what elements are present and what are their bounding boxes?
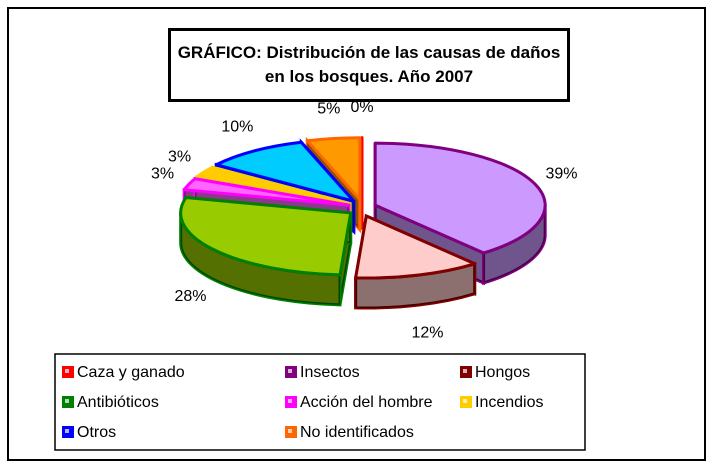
slice-shade xyxy=(483,205,546,283)
slice-shade xyxy=(180,212,340,305)
legend-label: Otros xyxy=(77,424,116,441)
legend-label: Caza y ganado xyxy=(77,364,185,381)
slice xyxy=(214,140,356,203)
legend-label: Antibióticos xyxy=(77,394,159,411)
data-label: 3% xyxy=(151,165,174,182)
slice xyxy=(373,141,547,255)
data-label: 10% xyxy=(221,118,253,135)
legend-swatch-highlight xyxy=(463,369,467,373)
legend-swatch-highlight xyxy=(65,369,69,373)
data-label: 0% xyxy=(350,99,373,116)
legend-box xyxy=(54,353,586,451)
data-label: 5% xyxy=(317,100,340,117)
slice-shade xyxy=(355,263,475,308)
slice xyxy=(354,214,477,280)
legend-swatch-highlight xyxy=(463,399,467,403)
slice xyxy=(305,136,362,202)
data-label: 39% xyxy=(545,165,577,182)
legend-swatch-highlight xyxy=(288,369,292,373)
data-label: 28% xyxy=(174,288,206,305)
data-label: 3% xyxy=(168,148,191,165)
legend-label: No identificados xyxy=(300,424,414,441)
slice xyxy=(179,196,353,277)
legend-label: Insectos xyxy=(300,364,360,381)
legend-swatch-highlight xyxy=(288,399,292,403)
legend-swatch-highlight xyxy=(65,399,69,403)
legend-swatch-highlight xyxy=(288,429,292,433)
legend-label: Hongos xyxy=(475,364,530,381)
legend-label: Acción del hombre xyxy=(300,394,433,411)
chart-title: GRÁFICO: Distribución de las causas de d… xyxy=(168,28,570,102)
legend-label: Incendios xyxy=(475,394,544,411)
slice xyxy=(182,177,351,207)
data-label: 12% xyxy=(411,324,443,341)
slice xyxy=(194,165,352,206)
legend-swatch-highlight xyxy=(65,429,69,433)
